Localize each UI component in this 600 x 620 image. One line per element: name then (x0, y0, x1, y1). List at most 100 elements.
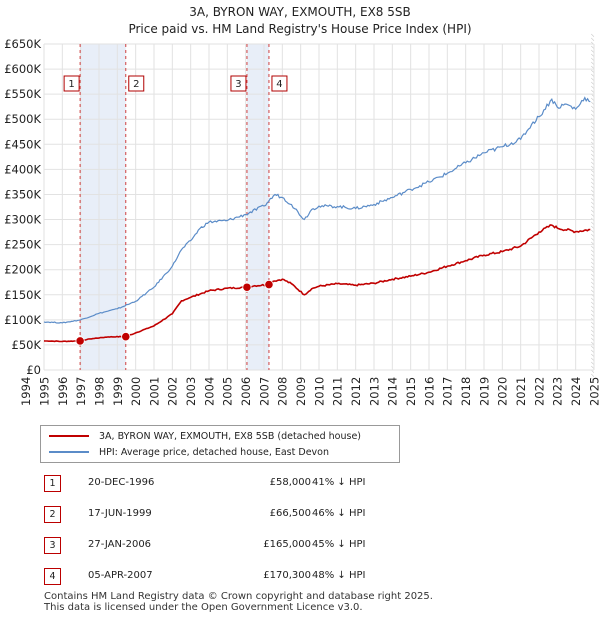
table-row: 2 17-JUN-1999 £66,500 46% ↓ HPI (44, 503, 564, 525)
sale-label-text: 2 (133, 79, 139, 90)
chart-subtitle: Price paid vs. HM Land Registry's House … (128, 22, 472, 36)
x-tick-label: 2015 (404, 377, 418, 406)
x-tick-label: 1997 (74, 377, 88, 406)
x-tick-label: 2009 (294, 377, 308, 406)
x-tick-label: 2001 (147, 377, 161, 406)
hatch-line (591, 373, 595, 377)
x-tick-label: 2002 (166, 377, 180, 406)
table-row: 4 05-APR-2007 £170,300 48% ↓ HPI (44, 565, 564, 587)
hpi-diff: 45% ↓ HPI (312, 539, 366, 550)
x-tick-label: 2022 (532, 377, 546, 406)
y-tick-label: £450K (4, 137, 41, 151)
x-tick-label: 1995 (37, 377, 51, 406)
hpi-diff: 46% ↓ HPI (312, 508, 366, 519)
hpi-diff: 41% ↓ HPI (312, 477, 366, 488)
footer-copyright: Contains HM Land Registry data © Crown c… (44, 591, 433, 602)
x-tick-label: 1994 (19, 377, 33, 406)
legend-item-hpi: HPI: Average price, detached house, East… (49, 444, 329, 460)
row-marker: 1 (44, 475, 61, 492)
x-tick-label: 2016 (422, 377, 436, 406)
sale-label-box (128, 75, 145, 92)
sale-labels: 1 2 3 4 (63, 75, 288, 92)
series (43, 96, 591, 343)
x-tick-label: 2014 (386, 377, 400, 406)
sale-date: 20-DEC-1996 (88, 477, 155, 488)
chart-title: 3A, BYRON WAY, EXMOUTH, EX8 5SB (189, 5, 411, 19)
shade-period-1-2 (80, 44, 126, 370)
x-tick-label: 1998 (92, 377, 106, 406)
hatch-line (591, 37, 595, 41)
series-line-property (43, 224, 591, 343)
y-tick-label: £250K (4, 238, 41, 252)
sale-date: 17-JUN-1999 (88, 508, 152, 519)
y-tick-label: £50K (12, 338, 42, 352)
table-row: 1 20-DEC-1996 £58,000 41% ↓ HPI (44, 472, 564, 494)
legend-swatch-hpi (49, 451, 89, 453)
y-tick-label: £150K (4, 288, 41, 302)
x-tick-label: 2013 (367, 377, 381, 406)
sale-label-box (230, 75, 247, 92)
grid (43, 43, 595, 371)
footer-licence: This data is licensed under the Open Gov… (44, 602, 363, 613)
sale-label-3: 3 (230, 75, 247, 92)
axes: £0 £50K £100K £150K £200K £250K £300K £350K £400… (4, 37, 600, 406)
row-marker: 4 (44, 568, 61, 585)
x-tick-label: 1999 (111, 377, 125, 406)
sale-points (75, 279, 274, 346)
price-chart: 1 2 3 4 £0 £50K £100K £150K £200K £250K £300K £350… (4, 33, 600, 406)
x-tick-label: 2024 (569, 377, 583, 406)
x-tick-label: 2000 (129, 377, 143, 406)
legend: 3A, BYRON WAY, EXMOUTH, EX8 5SB (detache… (40, 425, 400, 463)
sale-date: 05-APR-2007 (88, 570, 153, 581)
sale-label-text: 4 (276, 79, 282, 90)
sale-price: £170,300 (263, 570, 311, 581)
sale-point-2 (121, 332, 131, 342)
x-tick-label: 1996 (56, 377, 70, 406)
x-tick-label: 2004 (202, 377, 216, 406)
table-row: 3 27-JAN-2006 £165,000 45% ↓ HPI (44, 534, 564, 556)
x-tick-label: 2019 (477, 377, 491, 406)
sale-price: £58,000 (269, 477, 311, 488)
hatch-line (591, 377, 595, 381)
y-tick-label: £650K (4, 37, 41, 51)
x-tick-label: 2006 (239, 377, 253, 406)
y-tick-label: £350K (4, 187, 41, 201)
x-tick-label: 2007 (257, 377, 271, 406)
x-tick-label: 2021 (514, 377, 528, 406)
sale-date: 27-JAN-2006 (88, 539, 152, 550)
x-tick-label: 2011 (331, 377, 345, 406)
sale-label-4: 4 (271, 75, 288, 92)
legend-label-hpi: HPI: Average price, detached house, East… (99, 446, 329, 458)
sale-price: £66,500 (269, 508, 311, 519)
row-marker: 2 (44, 506, 61, 523)
sale-label-1: 1 (63, 75, 80, 92)
x-tick-label: 2018 (459, 377, 473, 406)
row-marker: 3 (44, 537, 61, 554)
x-tick-label: 2008 (276, 377, 290, 406)
sale-markers (79, 44, 270, 370)
hatch-line (591, 33, 595, 37)
y-tick-label: £500K (4, 112, 41, 126)
sale-price: £165,000 (263, 539, 311, 550)
x-tick-label: 2020 (496, 377, 510, 406)
legend-label-property: 3A, BYRON WAY, EXMOUTH, EX8 5SB (detache… (99, 430, 361, 442)
y-tick-label: £200K (4, 263, 41, 277)
y-tick-label: £0 (26, 363, 41, 377)
x-tick-label: 2017 (441, 377, 455, 406)
sale-label-text: 3 (235, 79, 241, 90)
y-tick-label: £400K (4, 162, 41, 176)
sale-label-box (271, 75, 288, 92)
x-tick-label: 2025 (587, 377, 600, 406)
legend-swatch-property (49, 435, 89, 437)
x-tick-label: 2012 (349, 377, 363, 406)
y-tick-label: £300K (4, 213, 41, 227)
y-tick-label: £550K (4, 87, 41, 101)
legend-item-property: 3A, BYRON WAY, EXMOUTH, EX8 5SB (detache… (49, 428, 361, 444)
x-tick-label: 2003 (184, 377, 198, 406)
hpi-diff: 48% ↓ HPI (312, 570, 366, 581)
sale-label-text: 1 (68, 79, 74, 90)
series-line-hpi (43, 96, 591, 324)
sale-label-box (63, 75, 80, 92)
y-tick-label: £100K (4, 313, 41, 327)
x-tick-label: 2005 (221, 377, 235, 406)
